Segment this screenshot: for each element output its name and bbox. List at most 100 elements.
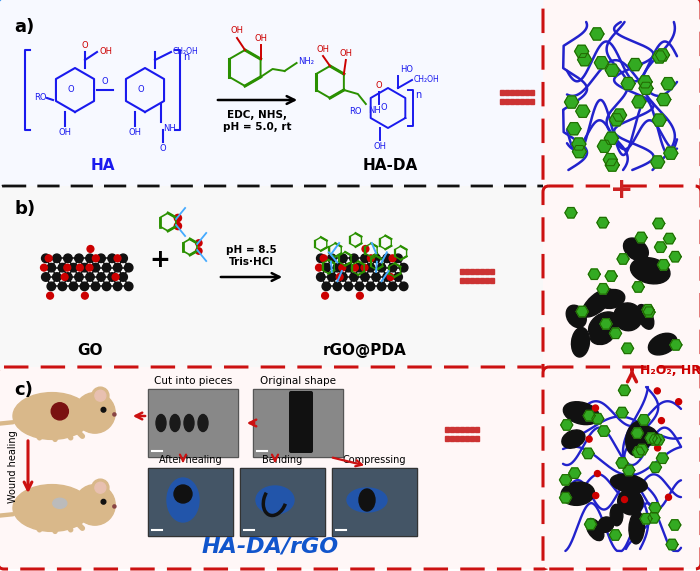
Circle shape: [321, 255, 327, 262]
Circle shape: [389, 263, 397, 272]
Text: NH: NH: [368, 106, 381, 115]
Circle shape: [350, 273, 358, 282]
Text: +: +: [610, 176, 634, 204]
Bar: [470, 436, 474, 441]
Polygon shape: [597, 218, 609, 228]
Polygon shape: [623, 465, 635, 476]
Ellipse shape: [359, 489, 375, 511]
Bar: [240, 468, 325, 536]
Circle shape: [336, 274, 343, 280]
Bar: [470, 269, 474, 274]
Polygon shape: [610, 114, 624, 126]
Text: O: O: [138, 86, 144, 94]
Polygon shape: [575, 105, 589, 117]
Circle shape: [95, 482, 106, 493]
Text: OH: OH: [99, 47, 112, 57]
Text: EDC, NHS,
pH = 5.0, rt: EDC, NHS, pH = 5.0, rt: [223, 110, 291, 131]
Bar: [465, 427, 469, 432]
Polygon shape: [639, 82, 653, 94]
Circle shape: [316, 254, 325, 263]
Polygon shape: [640, 513, 652, 524]
Polygon shape: [603, 154, 617, 166]
Circle shape: [47, 292, 53, 299]
Bar: [485, 278, 489, 283]
Ellipse shape: [590, 326, 614, 344]
Ellipse shape: [167, 478, 199, 522]
Bar: [505, 99, 509, 104]
Circle shape: [366, 263, 375, 272]
Ellipse shape: [256, 486, 294, 514]
Polygon shape: [616, 458, 628, 468]
Text: rGO@PDA: rGO@PDA: [323, 343, 407, 358]
Polygon shape: [636, 444, 648, 455]
Circle shape: [64, 264, 71, 271]
Circle shape: [108, 254, 116, 263]
Circle shape: [350, 254, 358, 263]
Polygon shape: [657, 94, 671, 106]
Circle shape: [101, 408, 106, 412]
Polygon shape: [568, 468, 581, 478]
Polygon shape: [649, 502, 661, 513]
Bar: [450, 427, 454, 432]
Circle shape: [344, 263, 353, 272]
Polygon shape: [606, 64, 620, 77]
Circle shape: [383, 254, 391, 263]
Text: CH₂OH: CH₂OH: [414, 75, 440, 85]
Bar: [240, 468, 325, 536]
Circle shape: [174, 485, 192, 503]
Text: Bending: Bending: [262, 455, 302, 465]
Circle shape: [75, 485, 116, 525]
Polygon shape: [642, 304, 654, 315]
Circle shape: [389, 255, 396, 262]
Text: O: O: [82, 41, 88, 50]
Circle shape: [389, 282, 397, 291]
Polygon shape: [590, 28, 604, 40]
Ellipse shape: [598, 289, 625, 308]
FancyBboxPatch shape: [543, 186, 700, 374]
Polygon shape: [575, 45, 589, 58]
Bar: [530, 99, 534, 104]
Bar: [148, 389, 238, 457]
Circle shape: [328, 254, 336, 263]
Circle shape: [339, 264, 346, 271]
Ellipse shape: [648, 333, 677, 355]
Circle shape: [339, 273, 347, 282]
Bar: [460, 436, 464, 441]
Polygon shape: [649, 435, 661, 445]
Circle shape: [659, 417, 664, 424]
Circle shape: [394, 254, 402, 263]
Ellipse shape: [571, 328, 589, 357]
Polygon shape: [664, 234, 676, 244]
Polygon shape: [576, 306, 588, 317]
Bar: [460, 278, 464, 283]
Polygon shape: [652, 435, 664, 445]
Text: O: O: [68, 86, 74, 94]
Bar: [465, 269, 469, 274]
Polygon shape: [616, 407, 628, 418]
Circle shape: [400, 263, 408, 272]
Circle shape: [362, 246, 369, 252]
Polygon shape: [632, 447, 645, 457]
Circle shape: [108, 273, 116, 282]
Polygon shape: [645, 433, 657, 443]
Circle shape: [195, 240, 202, 246]
Circle shape: [64, 273, 72, 282]
Circle shape: [58, 263, 66, 272]
Circle shape: [47, 263, 55, 272]
Bar: [465, 278, 469, 283]
Circle shape: [119, 273, 127, 282]
Text: CH₂OH: CH₂OH: [173, 47, 199, 57]
Circle shape: [394, 273, 402, 282]
Polygon shape: [652, 114, 666, 126]
Circle shape: [119, 254, 127, 263]
Bar: [450, 436, 454, 441]
Polygon shape: [652, 51, 666, 63]
Text: pH = 8.5
Tris·HCl: pH = 8.5 Tris·HCl: [225, 246, 276, 267]
Circle shape: [85, 273, 94, 282]
Circle shape: [75, 273, 83, 282]
Bar: [460, 269, 464, 274]
Circle shape: [654, 388, 660, 394]
Text: O: O: [160, 144, 167, 153]
Polygon shape: [662, 78, 676, 90]
Polygon shape: [632, 96, 646, 108]
